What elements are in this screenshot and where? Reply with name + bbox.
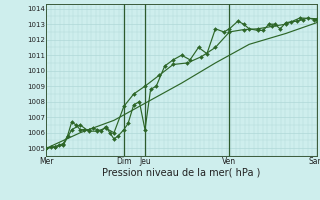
X-axis label: Pression niveau de la mer( hPa ): Pression niveau de la mer( hPa ) (102, 168, 261, 178)
